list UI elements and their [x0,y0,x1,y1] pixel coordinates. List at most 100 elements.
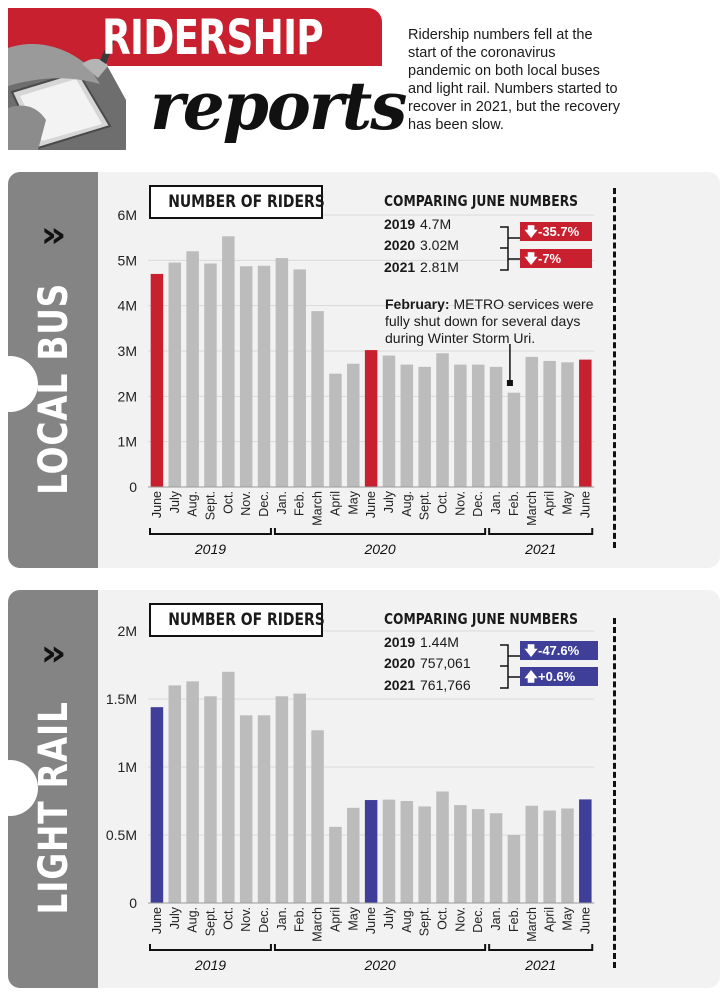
comparison-bracket [500,226,509,271]
bar [400,364,414,487]
year-bracket [273,944,487,951]
year-bracket [488,528,594,535]
y-tick-label: 6M [118,207,137,223]
year-label: 2021 [524,957,556,973]
x-tick-label: April [328,491,342,516]
x-tick-label: Sept. [418,491,432,520]
side-tab: LOCAL BUS » [8,172,98,568]
bar [489,366,503,487]
comparison-row: 2020 3.02M [384,237,459,253]
year-label: 2019 [194,541,226,557]
x-tick-label: March [525,491,539,526]
title-main: RIDERSHIP [102,10,324,66]
bar [222,671,235,903]
bar [150,707,164,903]
bar [168,262,182,487]
x-tick-label: Oct. [221,907,235,930]
change-badge: 🡇-35.7% [520,222,592,241]
x-tick-label: Sept. [203,491,217,520]
comparison-value: 4.7M [420,216,452,232]
x-tick-label: July [382,906,396,929]
y-tick-label: 2M [118,388,137,404]
bar [347,363,360,487]
comparison-bracket [500,644,509,689]
y-tick-label: 5M [118,252,137,268]
x-tick-label: Jan. [275,907,289,931]
x-tick-label: June [578,907,592,934]
bar [471,364,485,487]
bar [257,265,271,487]
y-tick-label: 0 [129,479,137,495]
comparison-year: 2020 [384,655,416,671]
year-bracket [149,528,272,535]
bar [239,715,253,903]
comparison-value: 1.44M [420,634,459,650]
y-tick-label: 3M [118,343,137,359]
x-tick-label: Sept. [203,907,217,936]
comparison-row: 2019 4.7M [384,216,451,232]
bar [293,269,306,487]
x-tick-label: June [150,907,164,934]
comparison-year: 2020 [384,237,416,253]
bar [454,364,467,487]
annotation-body: METRO services were fully shut down for … [385,296,594,346]
bar [525,356,539,487]
year-bracket [488,944,594,951]
bar [239,266,253,487]
x-tick-label: May [346,490,360,514]
x-tick-label: Feb. [293,907,307,932]
x-tick-label: June [150,491,164,518]
title-sub: reports [150,67,407,145]
arrow-down-icon: 🡇 [524,251,538,266]
bar [329,826,342,903]
bar [347,807,360,903]
bar [436,353,449,487]
change-label: -35.7% [538,224,580,239]
year-bracket [149,944,272,951]
annotation-bold: February: [385,296,450,312]
x-tick-label: Nov. [239,491,253,516]
bar [382,355,396,487]
x-tick-label: Jan. [275,491,289,515]
x-tick-label: April [328,907,342,932]
bar [222,236,235,487]
y-tick-label: 1M [118,759,137,775]
bar [579,799,592,903]
comparison-row: 2021 2.81M [384,259,459,275]
perforation-line [613,618,616,968]
chart-title: NUMBER OF RIDERS [149,185,325,219]
y-tick-label: 0 [129,895,137,911]
bar [329,373,342,487]
bar [364,800,378,903]
side-tab: LIGHT RAIL » [8,590,98,988]
bar [525,805,539,903]
comparison-value: 761,766 [420,677,471,693]
arrow-down-icon: 🡇 [524,643,538,658]
x-tick-label: Oct. [436,491,450,514]
bar [436,791,449,903]
chart-title-text: NUMBER OF RIDERS [168,610,325,630]
x-tick-label: Jan. [489,491,503,515]
arrow-down-icon: 🡇 [524,224,538,239]
change-badge: 🡅+0.6% [520,667,598,686]
x-tick-label: April [543,907,557,932]
x-tick-label: Feb. [507,491,521,516]
local-bus-panel: LOCAL BUS » 0 1M 2M 3M 4M 5M 6M June July Aug. Sep… [8,172,720,568]
year-label: 2021 [524,541,556,557]
y-tick-label: 1M [118,434,137,450]
x-tick-label: April [543,491,557,516]
x-tick-label: June [364,907,378,934]
bar [418,806,431,903]
bar [257,715,271,903]
bar [275,696,289,903]
comparison-heading: COMPARING JUNE NUMBERS [384,192,579,210]
y-tick-label: 4M [118,298,137,314]
x-tick-label: Oct. [436,907,450,930]
x-tick-label: Dec. [257,907,271,933]
intro-text: Ridership numbers fell at the start of t… [408,27,620,133]
x-tick-label: Dec. [471,907,485,933]
comparison-year: 2019 [384,216,416,232]
comparison-year: 2019 [384,634,416,650]
change-label: -7% [538,251,562,266]
